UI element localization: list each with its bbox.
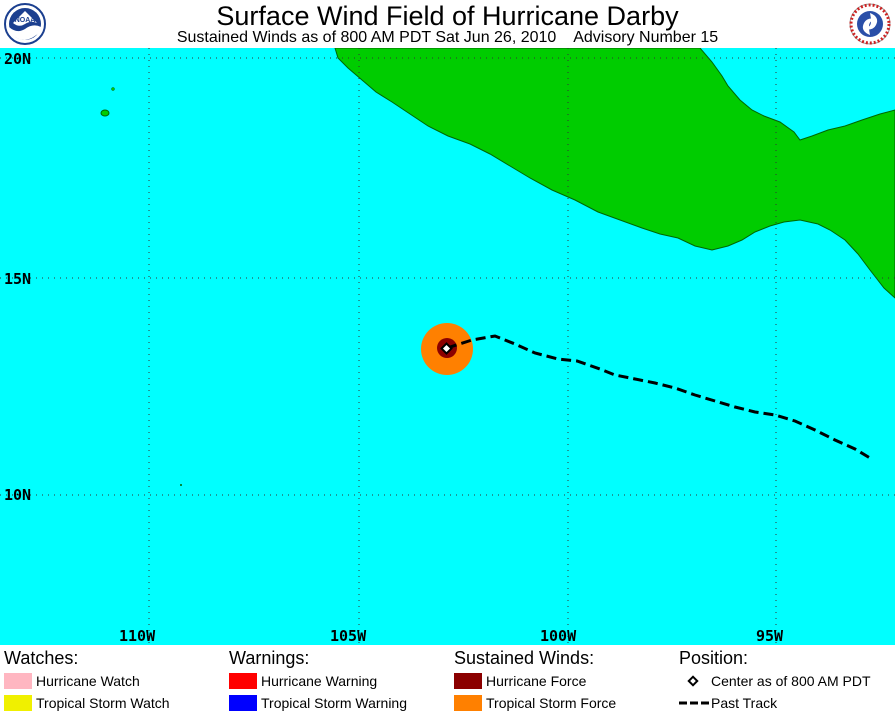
legend-item-hurricane-warning: Hurricane Warning	[229, 670, 407, 692]
legend-heading-winds: Sustained Winds:	[454, 648, 595, 668]
legend-label: Center as of 800 AM PDT	[711, 673, 871, 689]
swatch-hurricane-force	[454, 673, 482, 689]
legend-item-hurricane-watch: Hurricane Watch	[4, 670, 170, 692]
lon-label-105w: 105W	[330, 627, 367, 645]
swatch-tropical-storm-force	[454, 695, 482, 711]
lat-label-10n: 10N	[4, 486, 32, 504]
wind-field-map	[0, 48, 895, 645]
legend-label: Tropical Storm Warning	[261, 695, 408, 711]
mexico-landmass	[334, 48, 895, 299]
legend-item-center: Center as of 800 AM PDT	[679, 670, 871, 692]
header: NOAA Surface Wind Field of Hurricane Dar…	[0, 0, 895, 48]
nws-logo-icon	[849, 3, 891, 45]
island	[111, 87, 115, 91]
past-track-line	[446, 334, 871, 460]
legend-item-tropical-storm-force: Tropical Storm Force	[454, 692, 616, 714]
island	[180, 484, 182, 486]
lat-label-15n: 15N	[4, 270, 32, 288]
dashed-line-icon	[679, 701, 709, 705]
legend-item-past-track: Past Track	[679, 692, 871, 714]
page-subtitle: Sustained Winds as of 800 AM PDT Sat Jun…	[176, 29, 719, 46]
legend-label: Past Track	[711, 695, 778, 711]
legend-warnings: Warnings: Hurricane Warning Tropical Sto…	[229, 648, 407, 714]
storm-center-marker	[440, 342, 453, 355]
lon-label-95w: 95W	[756, 627, 784, 645]
legend-heading-position: Position:	[679, 648, 749, 668]
noaa-logo-icon: NOAA	[4, 3, 46, 45]
legend-heading-warnings: Warnings:	[229, 648, 310, 668]
legend-item-tropical-storm-watch: Tropical Storm Watch	[4, 692, 170, 714]
swatch-tropical-storm-warning	[229, 695, 257, 711]
legend-label: Tropical Storm Watch	[36, 695, 170, 711]
island	[100, 109, 110, 117]
legend-label: Tropical Storm Force	[486, 695, 617, 711]
legend-watches: Watches: Hurricane Watch Tropical Storm …	[4, 648, 170, 714]
legend-sustained-winds: Sustained Winds: Hurricane Force Tropica…	[454, 648, 616, 714]
diamond-icon	[687, 675, 699, 687]
swatch-tropical-storm-watch	[4, 695, 32, 711]
lat-label-20n: 20N	[4, 50, 32, 68]
swatch-hurricane-warning	[229, 673, 257, 689]
lon-label-110w: 110W	[119, 627, 156, 645]
legend-position: Position: Center as of 800 AM PDT Past T…	[679, 648, 871, 714]
legend-item-tropical-storm-warning: Tropical Storm Warning	[229, 692, 407, 714]
swatch-hurricane-watch	[4, 673, 32, 689]
svg-text:NOAA: NOAA	[15, 17, 36, 24]
legend-label: Hurricane Force	[486, 673, 587, 689]
legend-label: Hurricane Warning	[261, 673, 378, 689]
legend-label: Hurricane Watch	[36, 673, 140, 689]
legend-heading-watches: Watches:	[4, 648, 79, 668]
lon-label-100w: 100W	[540, 627, 577, 645]
legend-item-hurricane-force: Hurricane Force	[454, 670, 616, 692]
page-title: Surface Wind Field of Hurricane Darby	[216, 1, 679, 31]
legend: Watches: Hurricane Watch Tropical Storm …	[0, 645, 895, 716]
